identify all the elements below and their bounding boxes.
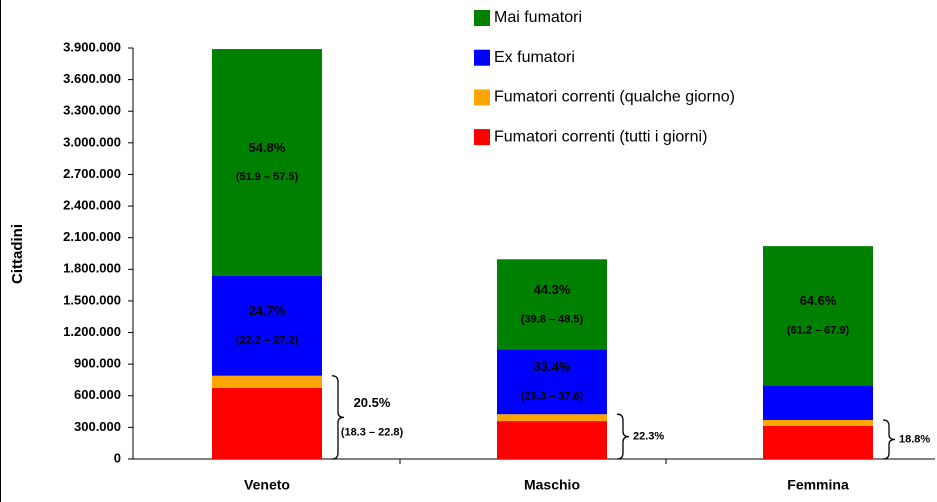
- bar-segment: [497, 421, 607, 459]
- legend-swatch: [474, 129, 490, 146]
- y-tick-label: 3.900.000: [63, 39, 121, 54]
- data-label-ci: (29.3 – 37.6): [521, 391, 584, 403]
- x-tick-label: Femmina: [787, 477, 849, 493]
- legend-label: Fumatori correnti (qualche giorno): [494, 89, 735, 106]
- legend-label: Ex fumatori: [494, 49, 575, 66]
- legend-swatch: [474, 10, 490, 26]
- data-label: 54.8%: [249, 140, 286, 155]
- bracket: [616, 413, 630, 460]
- data-label: 33.4%: [534, 359, 571, 374]
- smokers-ci: (18.3 – 22.8): [341, 426, 404, 438]
- bar-segment: [212, 49, 322, 276]
- smokers-label: 22.3%: [633, 431, 664, 443]
- bar-segment: [763, 246, 873, 386]
- y-tick-label: 1.800.000: [63, 261, 121, 276]
- data-label-ci: (51.9 – 57.5): [236, 171, 299, 183]
- y-tick-label: 3.000.000: [63, 134, 121, 149]
- bar-segment: [212, 275, 322, 376]
- y-tick-label: 300.000: [74, 419, 121, 434]
- bar-segment: [497, 414, 607, 422]
- y-axis-label: Cittadini: [9, 224, 26, 284]
- x-tick-label: Maschio: [524, 477, 580, 493]
- bar-segment: [763, 420, 873, 427]
- legend-label: Mai fumatori: [494, 9, 582, 26]
- data-label-ci: (22.2 – 27.2): [236, 335, 299, 347]
- y-tick-label: 2.100.000: [63, 229, 121, 244]
- smokers-label: 20.5%: [354, 395, 391, 410]
- data-label: 44.3%: [534, 282, 571, 297]
- y-tick-label: 2.700.000: [63, 166, 121, 181]
- x-tick-label: Veneto: [244, 477, 290, 493]
- legend-label: Fumatori correnti (tutti i giorni): [494, 128, 707, 145]
- bar-segment: [497, 349, 607, 415]
- data-label: 64.6%: [800, 293, 837, 308]
- bar-segment: [763, 385, 873, 421]
- y-tick-label: 0: [114, 450, 121, 465]
- y-tick-label: 3.300.000: [63, 103, 121, 118]
- y-tick-label: 2.400.000: [63, 198, 121, 213]
- data-label-ci: (61.2 – 67.9): [787, 325, 850, 337]
- data-label: 24.7%: [249, 303, 286, 318]
- bar-segment: [497, 259, 607, 350]
- bar-segment: [212, 387, 322, 459]
- bracket: [331, 375, 345, 460]
- legend-swatch: [474, 49, 490, 66]
- bar-segment: [763, 426, 873, 459]
- bar-segment: [212, 375, 322, 388]
- smokers-label: 18.8%: [899, 433, 930, 445]
- y-tick-label: 900.000: [74, 356, 121, 371]
- bracket: [882, 419, 896, 460]
- legend-swatch: [474, 89, 490, 106]
- y-tick-label: 600.000: [74, 387, 121, 402]
- y-tick-label: 1.200.000: [63, 324, 121, 339]
- y-tick-label: 3.600.000: [63, 71, 121, 86]
- data-label-ci: (39.8 – 48.5): [521, 313, 584, 325]
- y-tick-label: 1.500.000: [63, 292, 121, 307]
